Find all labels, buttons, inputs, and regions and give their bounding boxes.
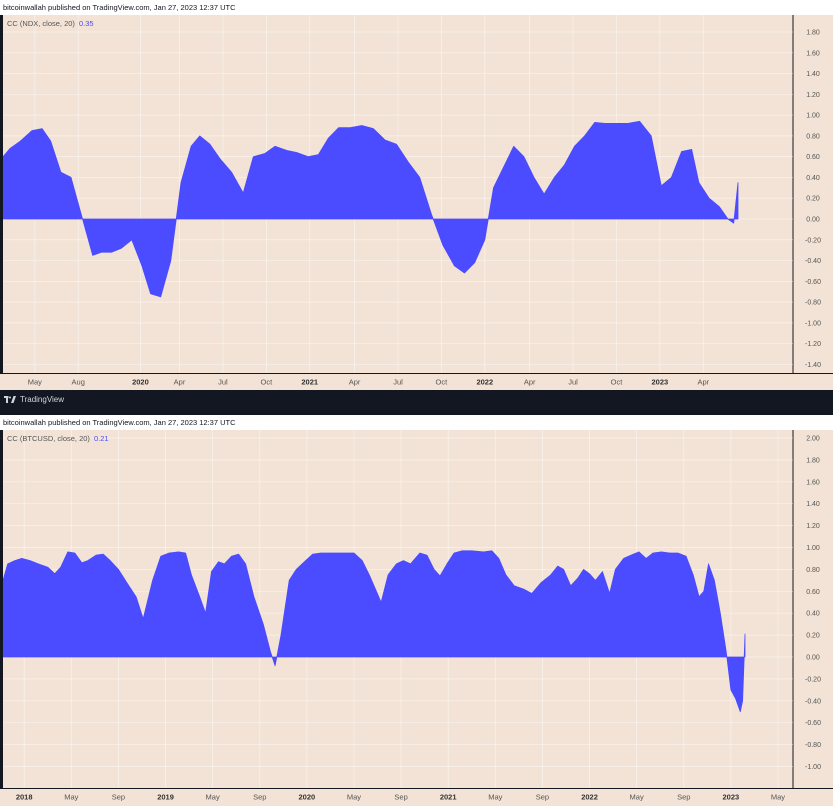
tradingview-logo-icon [4, 396, 16, 403]
y-tick-label: 0.00 [806, 217, 820, 224]
publish-line: bitcoinwallah published on TradingView.c… [3, 418, 236, 427]
y-tick-label: -1.20 [805, 341, 821, 348]
legend-value: 0.35 [78, 19, 94, 28]
y-tick-label: 1.80 [806, 457, 820, 464]
y-tick-label: -0.80 [805, 742, 821, 749]
y-tick-label: -1.00 [805, 320, 821, 327]
x-tick-label: Apr [697, 378, 709, 387]
x-tick-label: Jul [393, 378, 403, 387]
time-axis[interactable] [0, 373, 833, 390]
x-tick-label: May [771, 793, 785, 802]
y-tick-label: 0.40 [806, 611, 820, 618]
x-tick-label: Aug [72, 378, 85, 387]
x-tick-label: Sep [253, 793, 266, 802]
price-scale[interactable] [793, 430, 833, 806]
x-tick-label: 2018 [16, 793, 33, 802]
y-tick-label: 0.60 [806, 589, 820, 596]
y-tick-label: 0.20 [806, 633, 820, 640]
x-tick-label: 2020 [299, 793, 316, 802]
y-tick-label: -0.40 [805, 258, 821, 265]
legend-value: 0.21 [93, 434, 109, 443]
publish-line: bitcoinwallah published on TradingView.c… [3, 3, 236, 12]
y-tick-label: 0.80 [806, 567, 820, 574]
x-tick-label: Oct [436, 378, 449, 387]
legend-label: CC (NDX, close, 20) [7, 19, 75, 28]
y-tick-label: -1.40 [805, 362, 821, 369]
time-axis[interactable] [0, 788, 833, 806]
x-tick-label: May [347, 793, 361, 802]
x-tick-label: May [28, 378, 42, 387]
x-tick-label: Sep [536, 793, 549, 802]
y-tick-label: 1.00 [806, 113, 820, 120]
x-tick-label: 2021 [440, 793, 457, 802]
tradingview-brand: TradingView [4, 395, 64, 404]
chart-legend-btcusd: CC (BTCUSD, close, 20) 0.21 [7, 434, 109, 443]
chart-panel-ndx: 1.80 1.60 1.40 1.20 1.00 0.80 0.60 0.40 0.20 0.00… [0, 15, 833, 390]
y-tick-label: -0.20 [805, 237, 821, 244]
y-tick-label: 0.20 [806, 196, 820, 203]
y-tick-label: 0.40 [806, 175, 820, 182]
x-tick-label: 2022 [581, 793, 598, 802]
price-scale[interactable] [793, 15, 833, 390]
chart-legend-ndx: CC (NDX, close, 20) 0.35 [7, 19, 94, 28]
y-tick-label: 1.40 [806, 71, 820, 78]
x-tick-label: Sep [394, 793, 407, 802]
y-tick-label: 2.00 [806, 436, 820, 443]
frame-edge [0, 15, 3, 373]
x-tick-label: 2023 [723, 793, 740, 802]
series-area[interactable] [2, 120, 739, 298]
y-tick-label: 1.60 [806, 479, 820, 486]
y-tick-label: -0.20 [805, 676, 821, 683]
x-tick-label: Sep [112, 793, 125, 802]
x-tick-label: May [630, 793, 644, 802]
x-tick-label: 2023 [652, 378, 669, 387]
y-tick-label: -1.00 [805, 764, 821, 771]
y-tick-label: 1.00 [806, 545, 820, 552]
brand-name: TradingView [20, 395, 65, 404]
chart-panel-btcusd: 2.00 1.80 1.60 1.40 1.20 1.00 0.80 0.60 0.40 0.20… [0, 430, 833, 806]
y-tick-label: 0.60 [806, 154, 820, 161]
y-tick-label: 1.60 [806, 50, 820, 57]
x-tick-label: 2022 [476, 378, 493, 387]
y-tick-label: 1.20 [806, 92, 820, 99]
x-tick-label: Jul [568, 378, 578, 387]
chart-btcusd[interactable]: 2.00 1.80 1.60 1.40 1.20 1.00 0.80 0.60 0.40 0.20… [0, 430, 833, 806]
x-tick-label: Apr [349, 378, 361, 387]
legend-label: CC (BTCUSD, close, 20) [7, 434, 90, 443]
x-tick-label: Sep [677, 793, 690, 802]
y-tick-label: 0.00 [806, 655, 820, 662]
y-tick-label: -0.60 [805, 279, 821, 286]
frame-edge [0, 430, 3, 788]
publish-header-bottom: bitcoinwallah published on TradingView.c… [0, 415, 833, 430]
x-tick-label: May [64, 793, 78, 802]
y-tick-label: 1.80 [806, 29, 820, 36]
x-tick-label: Apr [174, 378, 186, 387]
publish-header-top: bitcoinwallah published on TradingView.c… [0, 0, 833, 15]
x-tick-label: May [488, 793, 502, 802]
x-tick-label: 2020 [132, 378, 149, 387]
x-tick-label: 2019 [157, 793, 174, 802]
series-area[interactable] [2, 550, 746, 713]
x-tick-label: 2021 [301, 378, 318, 387]
chart-ndx[interactable]: 1.80 1.60 1.40 1.20 1.00 0.80 0.60 0.40 0.20 0.00… [0, 15, 833, 390]
y-tick-label: -0.80 [805, 300, 821, 307]
y-tick-label: -0.40 [805, 698, 821, 705]
y-tick-label: -0.60 [805, 720, 821, 727]
x-tick-label: Oct [260, 378, 273, 387]
y-tick-label: 1.20 [806, 523, 820, 530]
y-tick-label: 1.40 [806, 501, 820, 508]
x-tick-label: Jul [218, 378, 228, 387]
y-tick-label: 0.80 [806, 133, 820, 140]
x-tick-label: May [206, 793, 220, 802]
x-tick-label: Apr [524, 378, 536, 387]
x-tick-label: Oct [611, 378, 624, 387]
